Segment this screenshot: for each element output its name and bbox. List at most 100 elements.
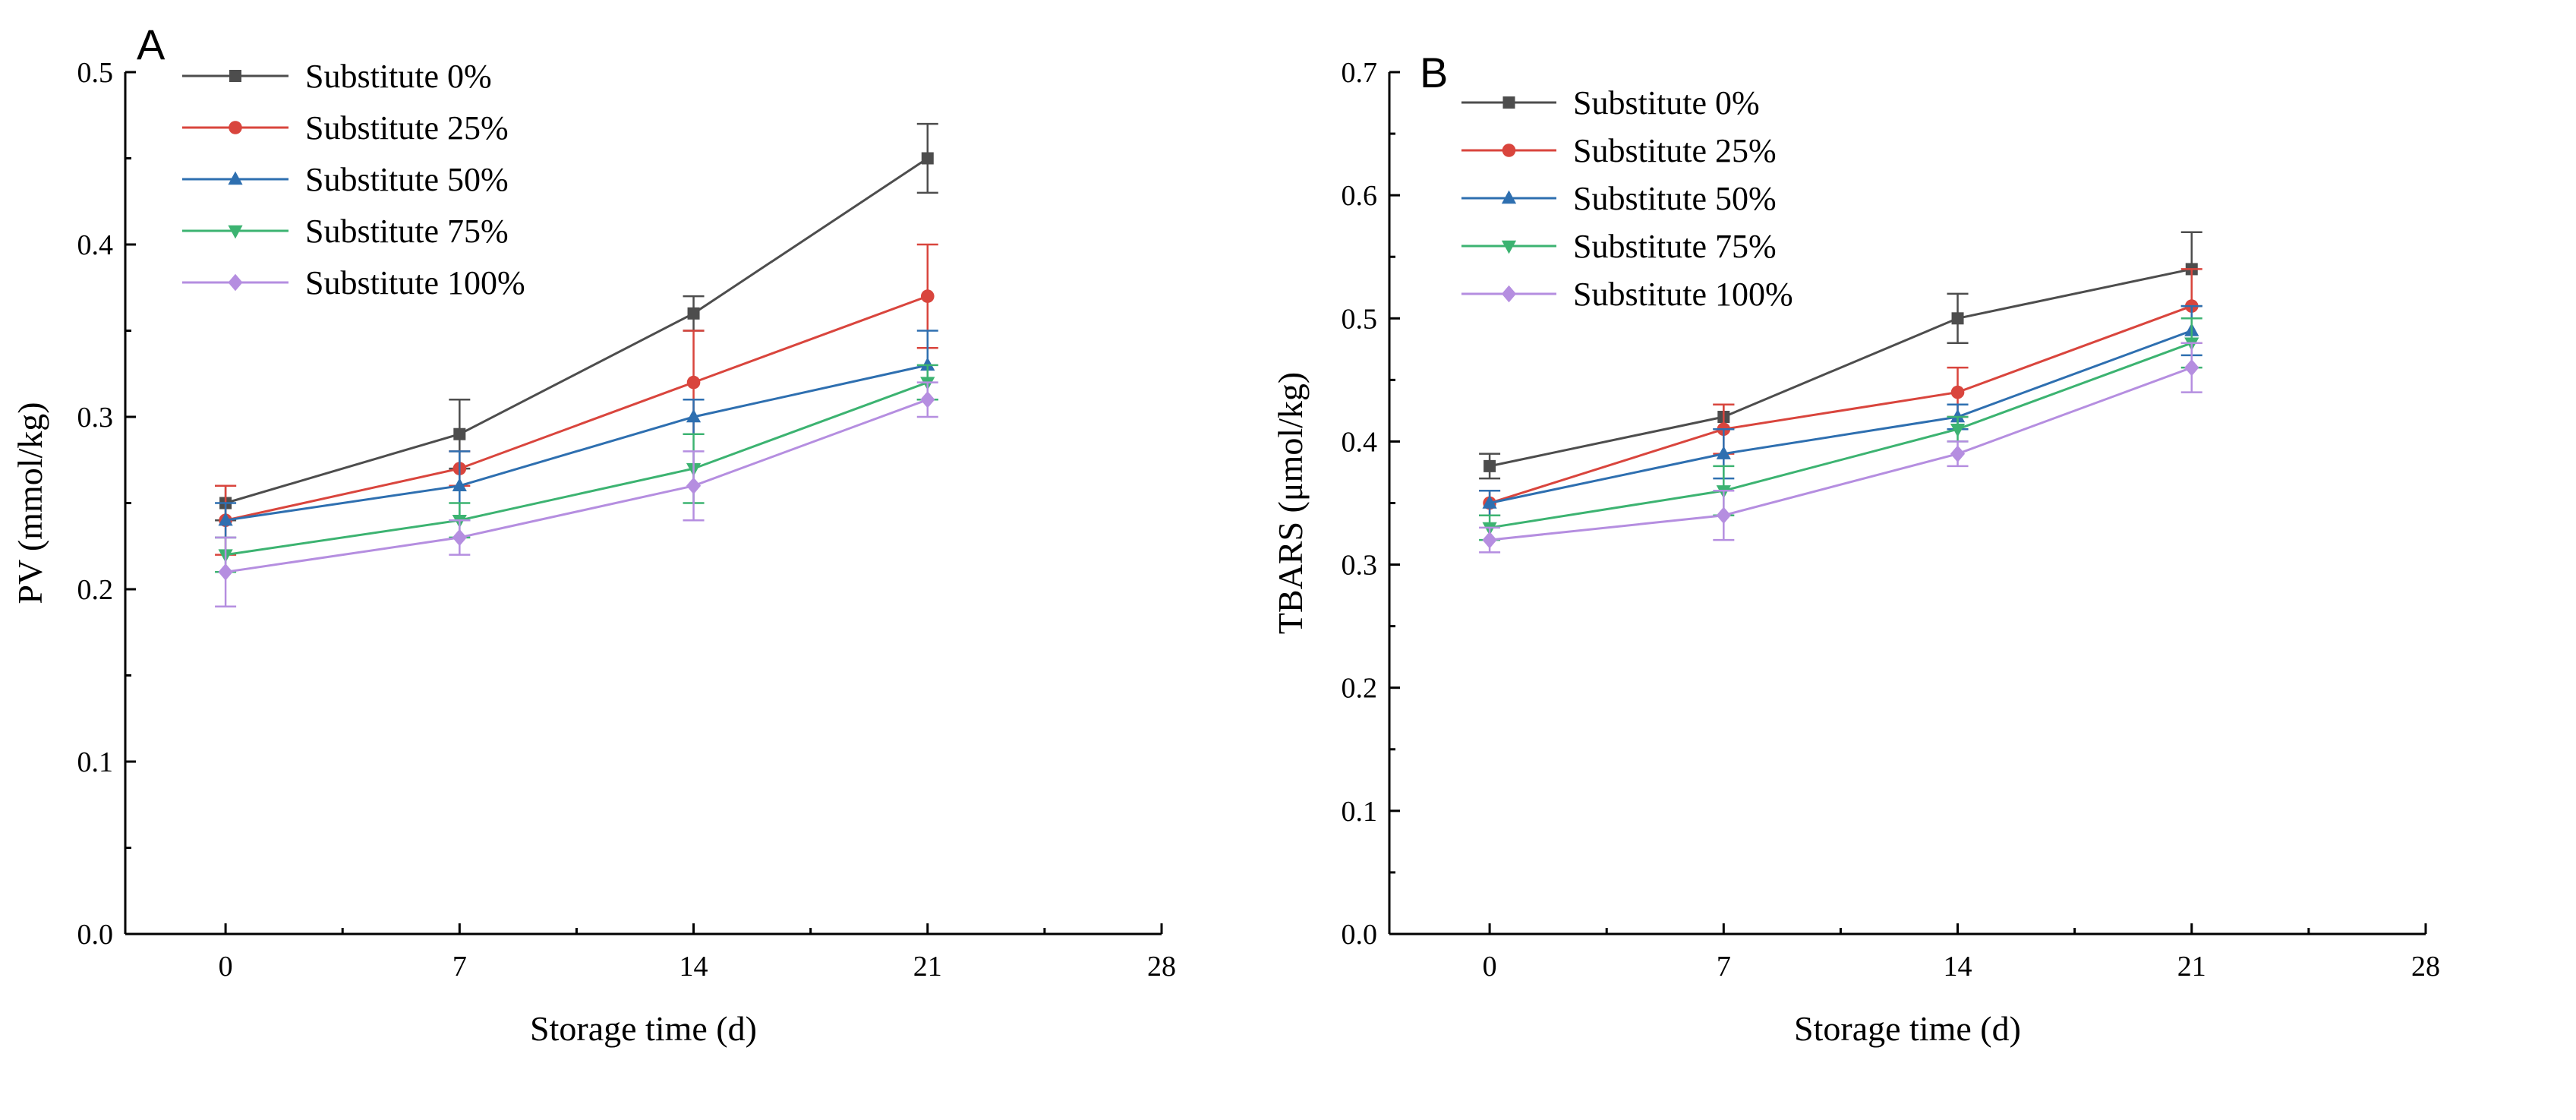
series-line: [225, 398, 929, 573]
legend-swatch-marker: [1501, 240, 1517, 254]
chart-panel-A: 0.0 0.1 0.2 0.3 0.4 0.5 0 7 14 21 28 Storage time (…: [11, 21, 1176, 1048]
x-axis-title: Storage time (d): [530, 1009, 757, 1048]
series-substitute-50-: [215, 330, 938, 539]
data-point: [920, 357, 935, 371]
y-tick-label: 0.4: [77, 229, 114, 261]
data-point: [1950, 424, 1966, 437]
legend-label: Substitute 25%: [1573, 132, 1777, 169]
legend-entry: Substitute 100%: [1461, 276, 1793, 313]
x-tick-label: 28: [1147, 951, 1176, 983]
legend-entry: Substitute 0%: [182, 58, 492, 95]
series-line: [1489, 342, 2193, 529]
series-substitute-100-: [215, 381, 938, 607]
x-tick-label: 14: [679, 951, 708, 983]
data-point: [218, 563, 233, 581]
data-point: [920, 391, 935, 409]
series-substitute-75-: [1479, 317, 2202, 541]
legend-swatch-marker: [1502, 96, 1515, 109]
data-point: [1482, 495, 1497, 509]
legend-entry: Substitute 25%: [182, 109, 509, 147]
panel-label: A: [137, 21, 166, 68]
legend-swatch-marker: [1501, 190, 1517, 204]
data-point: [1950, 445, 1966, 462]
y-tick-label: 0.3: [1342, 550, 1378, 582]
y-tick-label: 0.5: [1342, 303, 1378, 335]
series-line: [225, 364, 929, 522]
y-tick-label: 0.0: [1342, 919, 1378, 951]
y-tick-label: 0.0: [77, 919, 114, 951]
chart-panel-B: 0.0 0.1 0.2 0.3 0.4 0.5 0.6 0.7 0 7 14 21 28 Storage …: [1271, 49, 2440, 1048]
data-point: [687, 307, 700, 320]
data-point: [453, 427, 466, 440]
y-tick-label: 0.1: [1342, 796, 1378, 828]
x-tick-label: 7: [1717, 951, 1731, 983]
data-point: [1951, 312, 1964, 325]
legend-swatch-marker: [228, 225, 243, 239]
x-tick-label: 0: [219, 951, 233, 983]
data-point: [452, 528, 467, 547]
y-tick-label: 0.3: [77, 402, 114, 434]
series-line: [1489, 330, 2193, 504]
legend-entry: Substitute 75%: [1461, 228, 1777, 265]
data-point: [1950, 385, 1965, 399]
data-point: [1950, 409, 1966, 423]
data-point: [1483, 459, 1496, 472]
data-point: [921, 152, 934, 165]
legend-label: Substitute 100%: [305, 264, 525, 301]
data-point: [218, 512, 233, 526]
x-axis-title: Storage time (d): [1794, 1009, 2021, 1048]
data-point: [920, 289, 935, 303]
legend-label: Substitute 75%: [1573, 228, 1777, 265]
data-point: [1716, 506, 1731, 524]
legend-swatch-marker: [228, 171, 243, 185]
y-tick-label: 0.2: [77, 574, 114, 606]
data-point: [1482, 531, 1497, 549]
series-line: [1489, 366, 2193, 541]
legend-entry: Substitute 0%: [1461, 84, 1760, 121]
legend-label: Substitute 75%: [305, 213, 509, 250]
legend-entry: Substitute 50%: [182, 161, 509, 198]
legend-label: Substitute 50%: [1573, 180, 1777, 217]
x-tick-label: 28: [2411, 951, 2440, 983]
y-tick-label: 0.6: [1342, 180, 1378, 212]
series-line: [225, 295, 929, 522]
series-line: [225, 381, 929, 557]
legend-label: Substitute 0%: [1573, 84, 1760, 121]
legend-entry: Substitute 100%: [182, 264, 525, 301]
y-axis-title: TBARS (μmol/kg): [1271, 372, 1310, 634]
series-line: [1489, 304, 2193, 504]
y-axis-title: PV (mmol/kg): [11, 402, 49, 604]
data-point: [686, 477, 702, 494]
y-tick-label: 0.7: [1342, 57, 1378, 89]
x-tick-label: 14: [1944, 951, 1972, 983]
legend-swatch-marker: [1502, 144, 1516, 157]
series-line: [225, 157, 929, 504]
y-tick-label: 0.4: [1342, 426, 1378, 458]
legend-swatch-marker: [1501, 285, 1517, 303]
x-tick-label: 0: [1483, 951, 1497, 983]
data-point: [1716, 446, 1731, 459]
legend-entry: Substitute 75%: [182, 213, 509, 250]
data-point: [686, 375, 701, 390]
y-tick-label: 0.5: [77, 57, 114, 89]
legend-swatch-marker: [228, 273, 243, 292]
data-point: [452, 478, 467, 491]
data-point: [2184, 358, 2199, 377]
series-substitute-0-: [1479, 231, 2202, 480]
y-tick-label: 0.2: [1342, 673, 1378, 705]
series-substitute-100-: [1479, 342, 2202, 554]
legend-label: Substitute 50%: [305, 161, 509, 198]
legend-entry: Substitute 25%: [1461, 132, 1777, 169]
x-tick-label: 7: [452, 951, 467, 983]
data-point: [686, 409, 702, 423]
legend-label: Substitute 100%: [1573, 276, 1793, 313]
legend-swatch-marker: [229, 121, 242, 134]
legend-swatch-marker: [229, 70, 241, 82]
legend-entry: Substitute 50%: [1461, 180, 1777, 217]
x-tick-label: 21: [2177, 951, 2206, 983]
y-tick-label: 0.1: [77, 746, 114, 778]
legend-label: Substitute 25%: [305, 109, 509, 147]
x-tick-label: 21: [913, 951, 942, 983]
series-substitute-75-: [215, 364, 938, 573]
